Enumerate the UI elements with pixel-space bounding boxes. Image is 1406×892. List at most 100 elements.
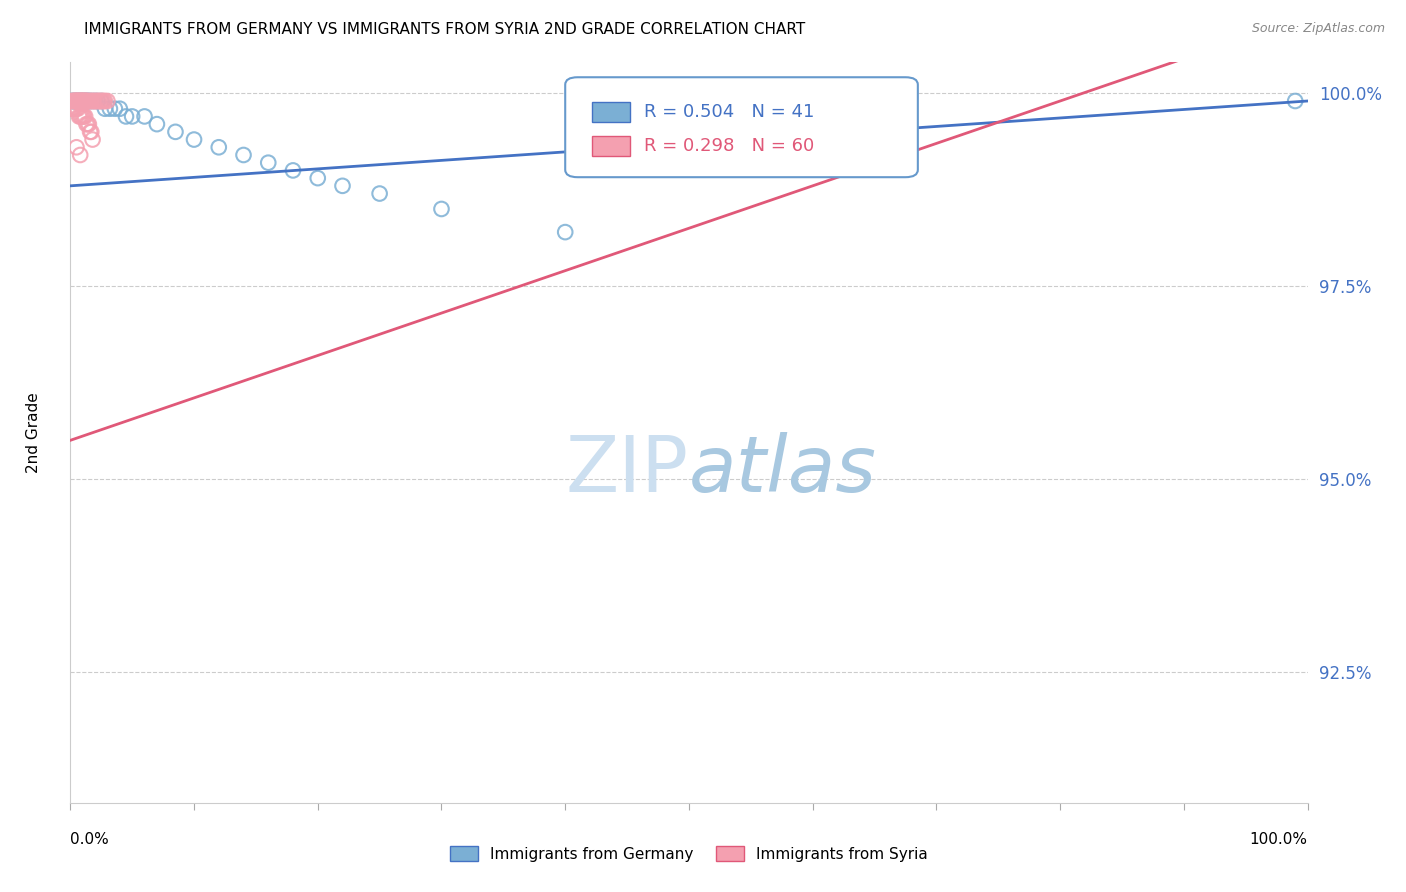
Point <box>63 94 86 108</box>
Point <box>65 94 87 108</box>
Point <box>73 110 96 124</box>
Point <box>554 225 576 239</box>
Text: atlas: atlas <box>689 432 877 508</box>
Point <box>69 94 91 108</box>
Point <box>69 94 91 108</box>
Point <box>104 102 127 116</box>
Point <box>430 202 453 216</box>
Point <box>72 94 94 108</box>
Point <box>332 178 354 193</box>
Point <box>66 102 89 116</box>
Point <box>67 94 90 108</box>
Point <box>82 94 104 108</box>
Point <box>80 125 103 139</box>
Text: 100.0%: 100.0% <box>1250 832 1308 847</box>
Point <box>368 186 391 201</box>
Point <box>134 110 156 124</box>
Point <box>75 94 97 108</box>
Point <box>82 94 104 108</box>
Point <box>72 94 94 108</box>
Point <box>63 102 86 116</box>
Point <box>67 94 90 108</box>
Point <box>79 94 101 108</box>
Point <box>75 94 97 108</box>
Point <box>66 94 89 108</box>
Point <box>63 94 86 108</box>
Point <box>82 132 104 146</box>
Point <box>60 94 83 108</box>
Bar <box>592 136 630 156</box>
Point <box>146 117 169 131</box>
Point <box>67 94 90 108</box>
Bar <box>592 102 630 122</box>
Text: R = 0.298   N = 60: R = 0.298 N = 60 <box>644 137 814 155</box>
Point <box>208 140 231 154</box>
Point <box>94 94 117 108</box>
Point <box>62 102 84 116</box>
Point <box>93 94 115 108</box>
Point <box>84 94 107 108</box>
Point <box>1284 94 1306 108</box>
Point <box>63 94 86 108</box>
Point <box>79 125 101 139</box>
Point <box>76 117 98 131</box>
Text: 2nd Grade: 2nd Grade <box>25 392 41 473</box>
Point <box>66 94 89 108</box>
Point <box>86 94 108 108</box>
Point <box>84 94 107 108</box>
Point <box>70 94 93 108</box>
Point <box>83 94 105 108</box>
Point <box>108 102 131 116</box>
Point <box>281 163 304 178</box>
Point <box>76 94 98 108</box>
Point <box>65 102 87 116</box>
Point <box>70 94 93 108</box>
Point <box>183 132 205 146</box>
Point <box>62 94 84 108</box>
Point <box>77 117 100 131</box>
Point <box>75 117 97 131</box>
Point <box>60 94 83 108</box>
Point <box>80 94 103 108</box>
Point <box>77 94 100 108</box>
Point <box>90 94 112 108</box>
Point <box>65 94 87 108</box>
Point <box>96 94 118 108</box>
Point <box>67 110 90 124</box>
Point <box>69 94 91 108</box>
Point <box>91 94 114 108</box>
Point <box>232 148 254 162</box>
Point <box>307 171 329 186</box>
Point <box>77 94 100 108</box>
Point <box>87 94 110 108</box>
Point <box>70 110 93 124</box>
Text: R = 0.504   N = 41: R = 0.504 N = 41 <box>644 103 814 121</box>
Point <box>65 94 87 108</box>
Point <box>73 94 96 108</box>
Point <box>72 94 94 108</box>
Point <box>72 110 94 124</box>
Point <box>66 94 89 108</box>
Point <box>94 102 117 116</box>
Point <box>69 110 91 124</box>
Point <box>115 110 138 124</box>
Point <box>62 94 84 108</box>
Legend: Immigrants from Germany, Immigrants from Syria: Immigrants from Germany, Immigrants from… <box>450 846 928 862</box>
Text: IMMIGRANTS FROM GERMANY VS IMMIGRANTS FROM SYRIA 2ND GRADE CORRELATION CHART: IMMIGRANTS FROM GERMANY VS IMMIGRANTS FR… <box>84 22 806 37</box>
Point <box>84 94 107 108</box>
Text: ZIP: ZIP <box>567 432 689 508</box>
Point <box>863 94 886 108</box>
Point <box>75 110 97 124</box>
Point <box>60 102 83 116</box>
Point <box>75 94 97 108</box>
FancyBboxPatch shape <box>565 78 918 178</box>
Point <box>121 110 143 124</box>
Text: 0.0%: 0.0% <box>70 832 110 847</box>
Point <box>89 94 111 108</box>
Point <box>70 94 93 108</box>
Point <box>79 94 101 108</box>
Point <box>257 155 280 169</box>
Text: Source: ZipAtlas.com: Source: ZipAtlas.com <box>1251 22 1385 36</box>
Point <box>69 148 91 162</box>
Point <box>65 94 87 108</box>
